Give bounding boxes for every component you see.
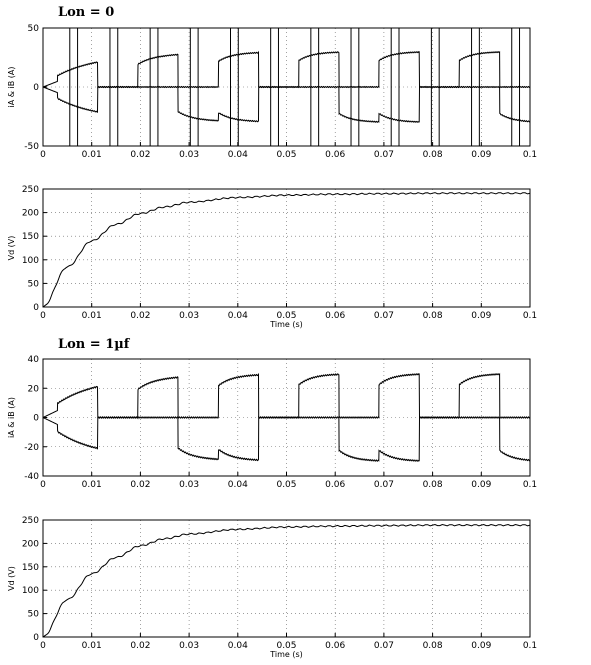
x-tick-label: 0.06	[325, 641, 345, 651]
chart-title: Lon = 1µf	[58, 337, 131, 352]
y-tick-label: -20	[24, 443, 39, 453]
x-tick-label: 0.07	[374, 150, 394, 160]
x-tick-label: 0	[40, 641, 46, 651]
x-tick-label: 0.01	[82, 150, 102, 160]
x-tick-label: 0	[40, 150, 46, 160]
x-tick-label: 0.1	[523, 480, 537, 490]
chart-panel-2: 0 0.01 0.02 0.03 0.04 0.05 0.06 0.07 0.08 0.09 0.1…	[7, 185, 537, 329]
x-tick-label: 0.02	[130, 641, 150, 651]
x-tick-label: 0.01	[82, 311, 102, 321]
y-tick-label: -50	[24, 142, 39, 152]
x-tick-label: 0	[40, 311, 46, 321]
y-tick-label: 0	[33, 303, 39, 313]
x-tick-label: 0.07	[374, 311, 394, 321]
y-tick-label: 100	[22, 256, 39, 266]
x-tick-label: 0.03	[179, 641, 199, 651]
x-tick-label: 0.09	[471, 311, 491, 321]
x-tick-label: 0.01	[82, 480, 102, 490]
x-tick-label: 0.04	[228, 311, 248, 321]
x-tick-label: 0.04	[228, 150, 248, 160]
plot-frame	[42, 519, 531, 638]
y-tick-label: 150	[22, 563, 39, 573]
x-tick-label: 0.09	[471, 150, 491, 160]
x-tick-label: 0.09	[471, 480, 491, 490]
x-tick-label: 0.1	[523, 150, 537, 160]
x-tick-label: 0.05	[276, 311, 296, 321]
y-tick-label: 150	[22, 232, 39, 242]
y-tick-label: 20	[28, 384, 40, 394]
x-tick-label: 0	[40, 480, 46, 490]
x-tick-label: 0.04	[228, 641, 248, 651]
x-tick-label: 0.07	[374, 641, 394, 651]
y-tick-label: 200	[22, 209, 39, 219]
x-tick-label: 0.03	[179, 150, 199, 160]
x-tick-label: 0.06	[325, 150, 345, 160]
chart-panel-4: 0 0.01 0.02 0.03 0.04 0.05 0.06 0.07 0.08 0.09 0.1…	[7, 516, 537, 659]
x-tick-label: 0.1	[523, 311, 537, 321]
x-tick-label: 0.08	[423, 150, 443, 160]
series-vd	[43, 523, 530, 637]
y-tick-label: 0	[33, 414, 39, 424]
y-axis-label: iA & iB (A)	[7, 67, 16, 108]
series-iB	[43, 85, 530, 123]
y-tick-label: 250	[22, 185, 39, 195]
y-tick-label: 50	[28, 279, 40, 289]
series-vd	[43, 192, 530, 307]
y-tick-label: 100	[22, 586, 39, 596]
y-axis-label: Vd (V)	[7, 566, 16, 591]
y-tick-label: -40	[24, 472, 39, 482]
x-tick-label: 0.09	[471, 641, 491, 651]
y-axis-label: iA & iB (A)	[7, 397, 16, 438]
x-tick-label: 0.01	[82, 641, 102, 651]
x-tick-label: 0.04	[228, 480, 248, 490]
y-tick-label: 250	[22, 516, 39, 526]
x-tick-label: 0.05	[276, 641, 296, 651]
y-tick-label: 50	[28, 24, 40, 34]
y-tick-label: 0	[33, 83, 39, 93]
x-tick-label: 0.08	[423, 641, 443, 651]
x-axis-label: Time (s)	[269, 650, 303, 659]
x-tick-label: 0.06	[325, 311, 345, 321]
x-tick-label: 0.02	[130, 480, 150, 490]
x-tick-label: 0.1	[523, 641, 537, 651]
x-tick-label: 0.05	[276, 150, 296, 160]
y-tick-label: 200	[22, 539, 39, 549]
x-tick-label: 0.02	[130, 311, 150, 321]
chart-panel-1: 0 0.01 0.02 0.03 0.04 0.05 0.06 0.07 0.08 0.09 0.1…	[7, 5, 537, 160]
y-tick-label: 0	[33, 633, 39, 643]
x-tick-label: 0.07	[374, 480, 394, 490]
y-tick-label: 40	[28, 355, 40, 365]
y-tick-label: 50	[28, 610, 40, 620]
x-tick-label: 0.03	[179, 311, 199, 321]
chart-panel-3: 0 0.01 0.02 0.03 0.04 0.05 0.06 0.07 0.08 0.09 0.1…	[7, 337, 537, 490]
x-tick-label: 0.08	[423, 311, 443, 321]
x-tick-label: 0.03	[179, 480, 199, 490]
x-tick-label: 0.06	[325, 480, 345, 490]
y-axis-label: Vd (V)	[7, 236, 16, 261]
x-tick-label: 0.05	[276, 480, 296, 490]
x-tick-label: 0.02	[130, 150, 150, 160]
x-tick-label: 0.08	[423, 480, 443, 490]
chart-title: Lon = 0	[58, 5, 114, 20]
x-axis-label: Time (s)	[269, 320, 303, 329]
series-iB	[43, 415, 530, 462]
